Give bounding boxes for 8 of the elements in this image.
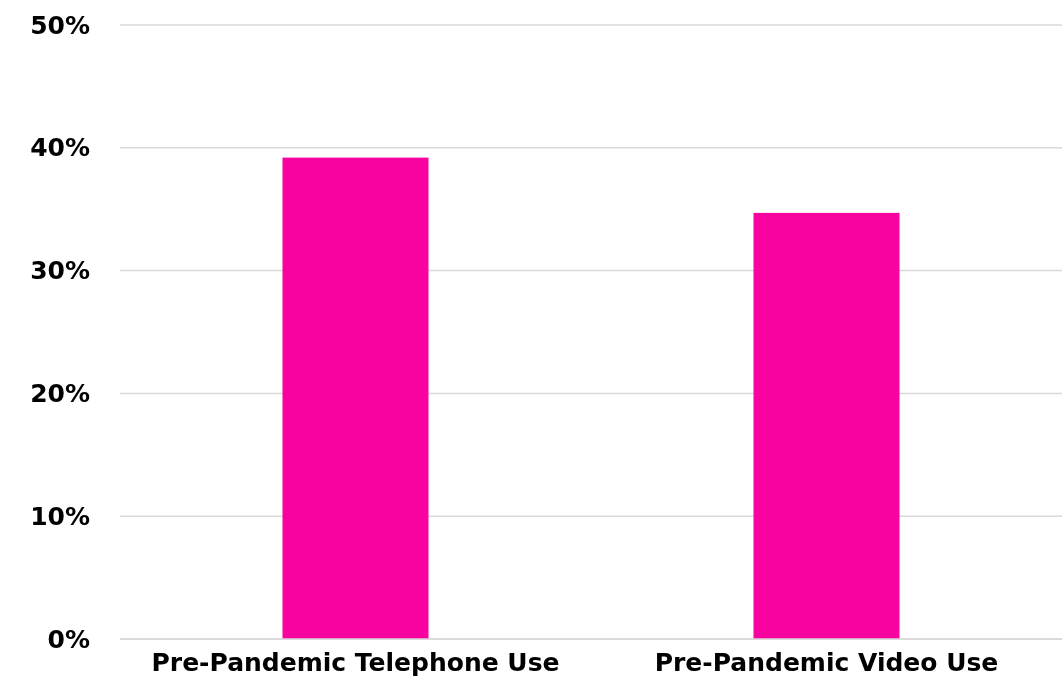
y-tick-label: 30% [30,256,90,286]
x-tick-label: Pre-Pandemic Video Use [654,647,999,677]
y-tick-label: 0% [47,624,90,654]
y-tick-label: 40% [30,133,90,163]
x-tick-label: Pre-Pandemic Telephone Use [151,647,560,677]
y-tick-label: 20% [30,378,90,408]
y-tick-label: 10% [30,501,90,531]
y-tick-label: 50% [30,10,90,40]
